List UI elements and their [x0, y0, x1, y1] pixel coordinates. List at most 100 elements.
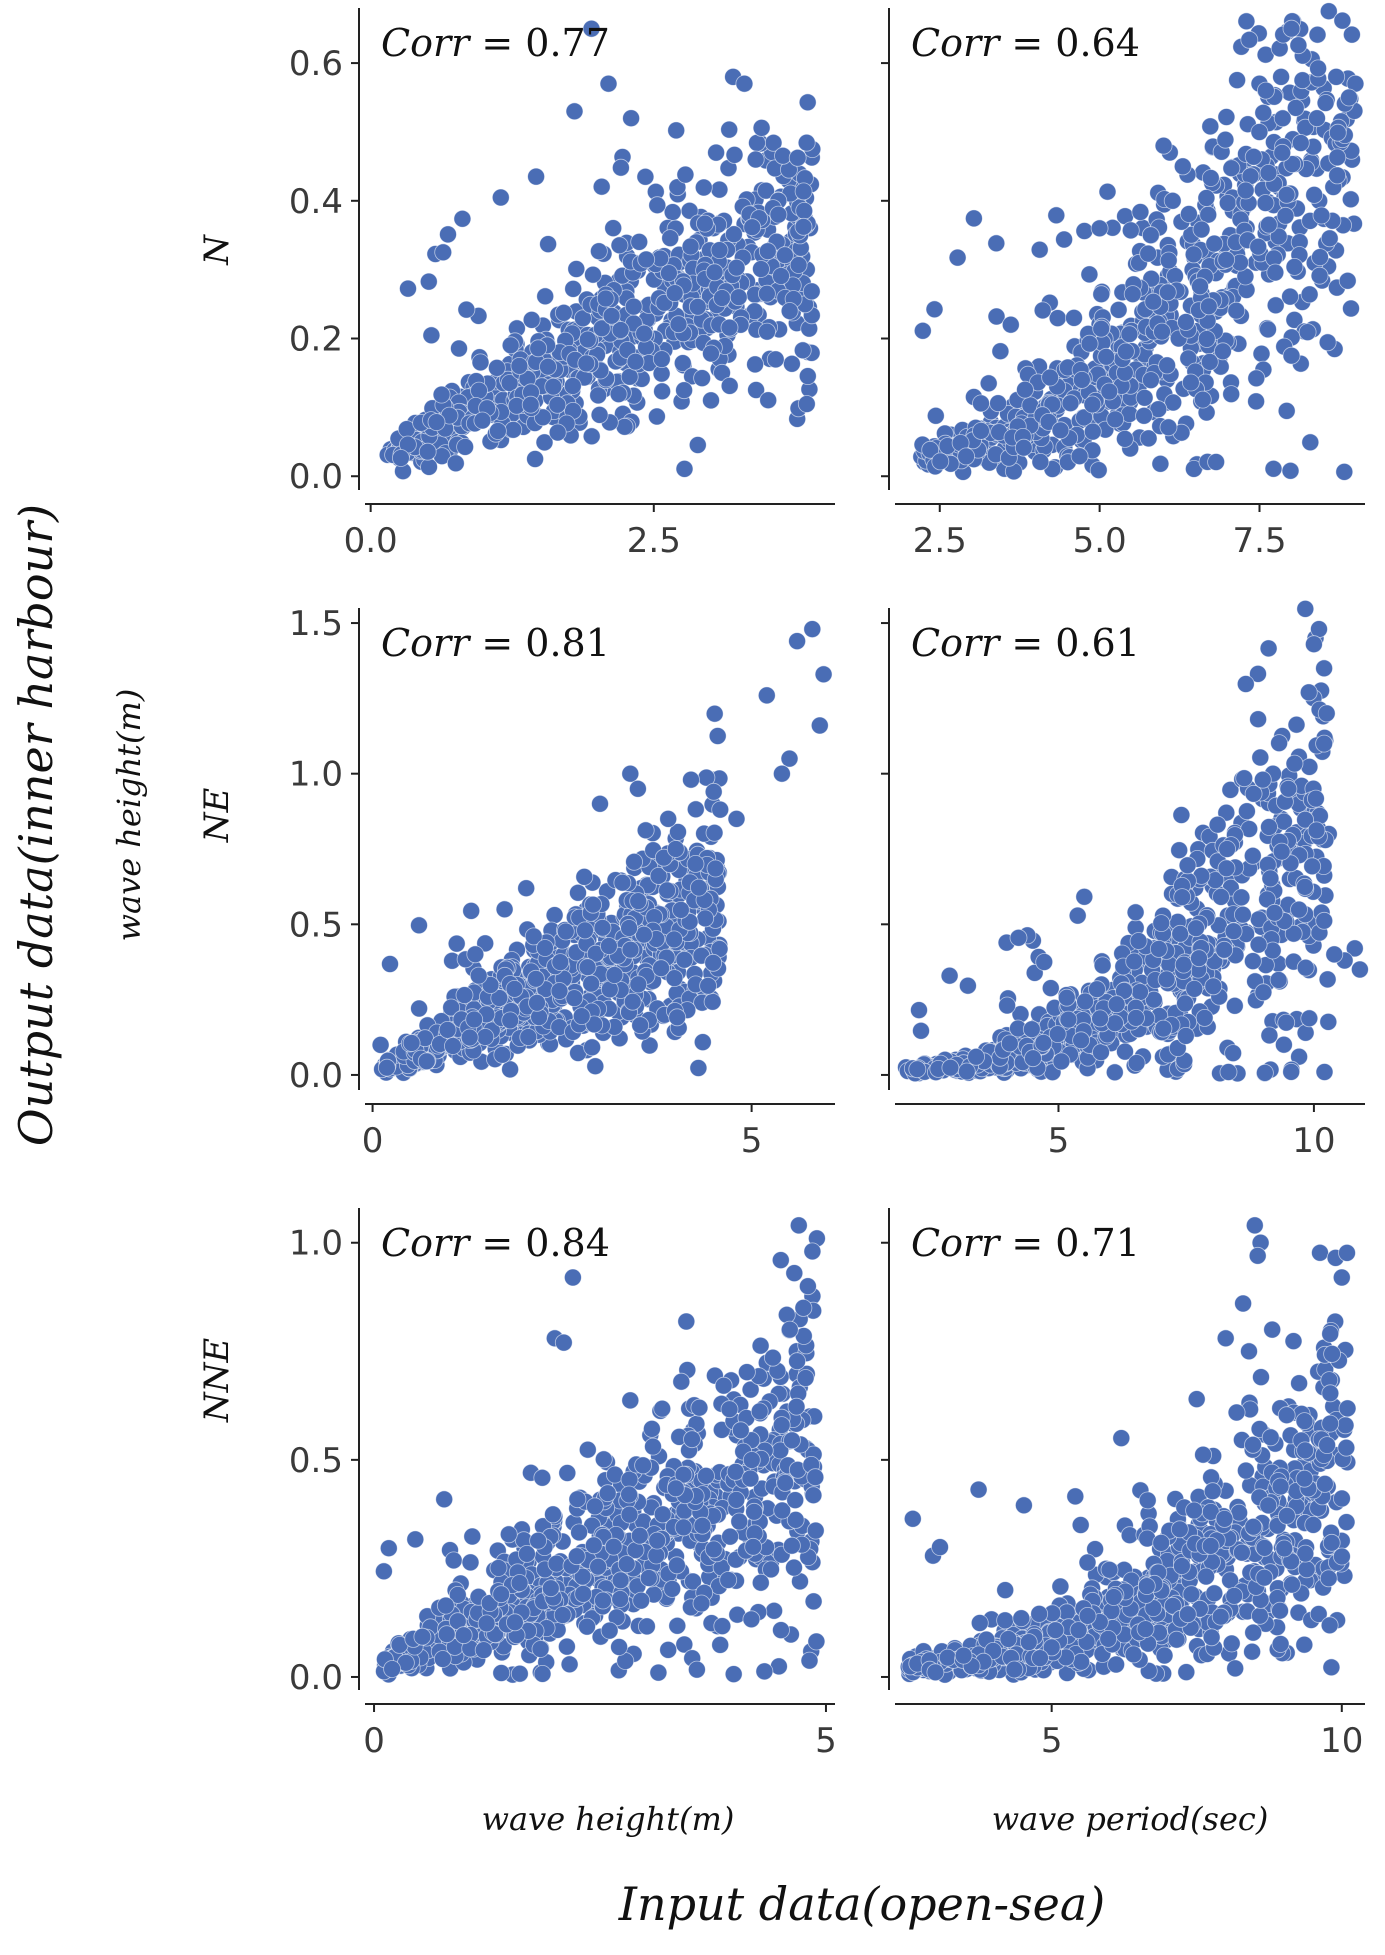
scatter-point: [799, 1277, 817, 1296]
scatter-point: [584, 1536, 603, 1555]
scatter-point: [912, 1021, 930, 1040]
scatter-point: [578, 330, 597, 349]
scatter-point: [751, 1573, 770, 1592]
scatter-point: [1173, 888, 1192, 906]
y-tick-label: 0.5: [289, 905, 343, 945]
scatter-point: [1255, 1568, 1274, 1587]
scatter-point: [1051, 1577, 1070, 1596]
scatter-point: [1295, 1469, 1314, 1488]
scatter-point: [609, 385, 628, 404]
scatter-point: [1321, 1414, 1340, 1433]
scatter-point: [1227, 1403, 1246, 1422]
scatter-point: [1090, 219, 1109, 238]
scatter-point: [706, 859, 725, 878]
scatter-point: [744, 1537, 763, 1556]
scatter-point: [1298, 323, 1317, 342]
scatter-point: [1073, 370, 1091, 389]
scatter-point: [1311, 807, 1329, 825]
scatter-point: [1182, 1585, 1201, 1604]
scatter-point: [457, 300, 476, 319]
data-points: [378, 19, 822, 481]
scatter-point: [1120, 325, 1139, 344]
scatter-point: [534, 408, 552, 427]
scatter-point: [522, 310, 541, 329]
scatter-point: [788, 1352, 806, 1371]
scatter-point: [1307, 789, 1325, 808]
scatter-point: [940, 966, 959, 985]
scatter-point: [1187, 919, 1205, 938]
scatter-point: [1208, 815, 1227, 834]
scatter-point: [1207, 453, 1225, 471]
scatter-point: [1281, 287, 1299, 306]
scatter-point: [1244, 1623, 1263, 1642]
scatter-point: [1163, 191, 1182, 210]
scatter-point: [590, 405, 609, 424]
scatter-point: [708, 727, 727, 745]
scatter-point: [1216, 1329, 1235, 1348]
scatter-point: [1259, 163, 1278, 182]
scatter-point: [957, 447, 975, 466]
scatter-point: [703, 992, 722, 1011]
row-label-nne: NNE: [197, 1338, 237, 1424]
scatter-point: [1125, 952, 1144, 971]
scatter-point: [621, 940, 640, 959]
scatter-point: [926, 1663, 945, 1682]
scatter-point: [682, 770, 700, 789]
scatter-point: [1173, 157, 1192, 176]
scatter-point: [620, 1470, 639, 1489]
scatter-point: [1031, 1649, 1049, 1667]
scatter-point: [1337, 1438, 1356, 1457]
scatter-point: [803, 1242, 822, 1261]
scatter-point: [615, 417, 634, 436]
scatter-point: [1244, 1517, 1263, 1536]
x-tick-label: 5: [1041, 1721, 1063, 1761]
scatter-point: [529, 1531, 547, 1550]
scatter-point: [1301, 433, 1320, 452]
scatter-point: [453, 209, 472, 228]
scatter-point: [1070, 447, 1089, 466]
scatter-point: [576, 921, 594, 940]
scatter-point: [620, 919, 638, 937]
scatter-point: [746, 355, 764, 374]
scatter-point: [1226, 1659, 1245, 1678]
scatter-point: [773, 764, 791, 783]
scatter-point: [783, 1536, 801, 1555]
scatter-point: [720, 1400, 739, 1419]
scatter-point: [1271, 1635, 1290, 1653]
scatter-point: [1333, 1489, 1351, 1508]
scatter-point: [602, 306, 621, 325]
scatter-point: [1035, 953, 1054, 971]
scatter-point: [713, 363, 731, 382]
scatter-point: [957, 1062, 976, 1081]
scatter-point: [487, 358, 506, 377]
scatter-point: [1201, 117, 1220, 136]
scatter-point: [1260, 818, 1278, 836]
scatter-point: [630, 232, 649, 251]
scatter-point: [967, 1047, 985, 1066]
scatter-point: [1197, 1567, 1215, 1586]
scatter-point: [592, 319, 611, 338]
data-points: [374, 1216, 826, 1684]
scatter-point: [772, 1621, 790, 1639]
scatter-point: [743, 218, 762, 237]
scatter-point: [741, 1469, 760, 1488]
scatter-point: [1218, 840, 1236, 858]
scatter-point: [1287, 715, 1306, 734]
scatter-point: [785, 1558, 803, 1577]
scatter-point: [669, 315, 688, 334]
scatter-point: [806, 1468, 825, 1487]
scatter-point: [1164, 393, 1183, 412]
scatter-point: [1106, 1014, 1124, 1033]
scatter-point: [1154, 136, 1173, 155]
scatter-point: [688, 1660, 706, 1679]
scatter-point: [1104, 1588, 1123, 1606]
scatter-point: [1030, 1605, 1049, 1623]
scatter-point: [972, 421, 990, 440]
scatter-point: [550, 982, 569, 1000]
scatter-point: [1187, 1390, 1206, 1408]
scatter-point: [1184, 245, 1203, 264]
scatter-point: [598, 1484, 617, 1503]
y-sub-axis-label: wave height(m): [110, 689, 148, 942]
scatter-point: [611, 1590, 630, 1608]
scatter-point: [1205, 1584, 1224, 1603]
